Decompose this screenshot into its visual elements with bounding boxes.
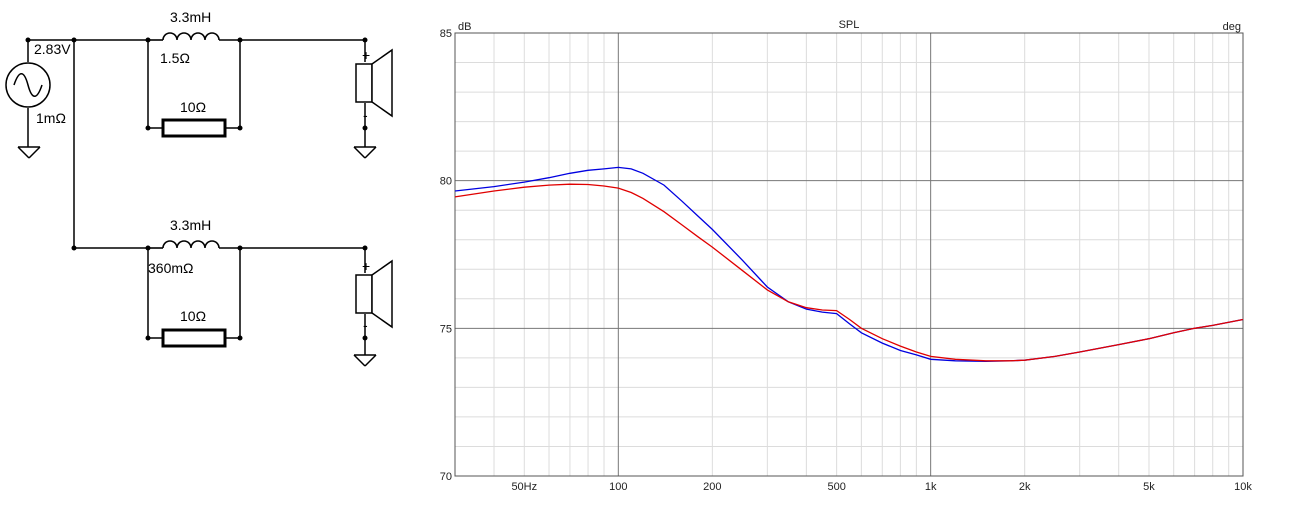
speaker-minus-label: - [363,107,368,123]
plot-frame [454,32,1244,477]
ground-icon [353,354,377,367]
y-axis-label: dB [458,21,471,33]
grid-minor [454,33,1243,476]
x-tick-label: 500 [827,481,845,493]
branch-2: 3.3mH 360mΩ 10Ω + - [71,217,393,367]
inductor-value-label: 3.3mH [170,217,211,233]
speaker-minus-label: - [363,317,368,333]
ground-icon [17,146,41,159]
crossover-schematic: 2.83V 1mΩ 3.3mH 1.5Ω 10Ω [5,9,393,367]
speaker-icon[interactable] [355,259,393,329]
inductor-value-label: 3.3mH [170,9,211,25]
y2-axis-label: deg [1223,21,1241,33]
inductor-resistance-label: 1.5Ω [160,50,190,66]
speaker-icon[interactable] [355,48,393,118]
tick-labels: 50Hz 100 200 500 1k 2k 5k 10k 70 75 80 85 [440,28,1253,493]
x-tick-label: 2k [1019,481,1031,493]
speaker-plus-label: + [362,258,370,274]
x-tick-label: 200 [703,481,721,493]
series-line-red [454,183,1244,362]
y-tick-label: 75 [440,323,452,335]
voltage-source[interactable] [5,62,51,108]
resistor-value-label: 10Ω [180,308,206,324]
speaker-plus-label: + [362,47,370,63]
x-tick-label: 50Hz [511,481,537,493]
inductor-resistance-label: 360mΩ [148,260,194,276]
series-line-blue [454,166,1244,363]
series-layer [454,166,1244,363]
x-tick-label: 10k [1234,481,1252,493]
resistor[interactable] [161,118,227,138]
x-tick-label: 100 [609,481,627,493]
resistor-value-label: 10Ω [180,99,206,115]
x-tick-label: 5k [1143,481,1155,493]
source-resistance-label: 1mΩ [36,110,66,126]
chart-title: SPL [839,19,860,31]
grid-major [455,32,1244,477]
x-tick-label: 1k [925,481,937,493]
resistor[interactable] [161,328,227,348]
y-tick-label: 70 [440,471,452,483]
branch-1: 3.3mH 1.5Ω 10Ω + - [25,9,393,159]
y-tick-label: 85 [440,28,452,40]
ground-icon [353,146,377,159]
source-voltage-label: 2.83V [34,41,71,57]
y-tick-label: 80 [440,176,452,188]
